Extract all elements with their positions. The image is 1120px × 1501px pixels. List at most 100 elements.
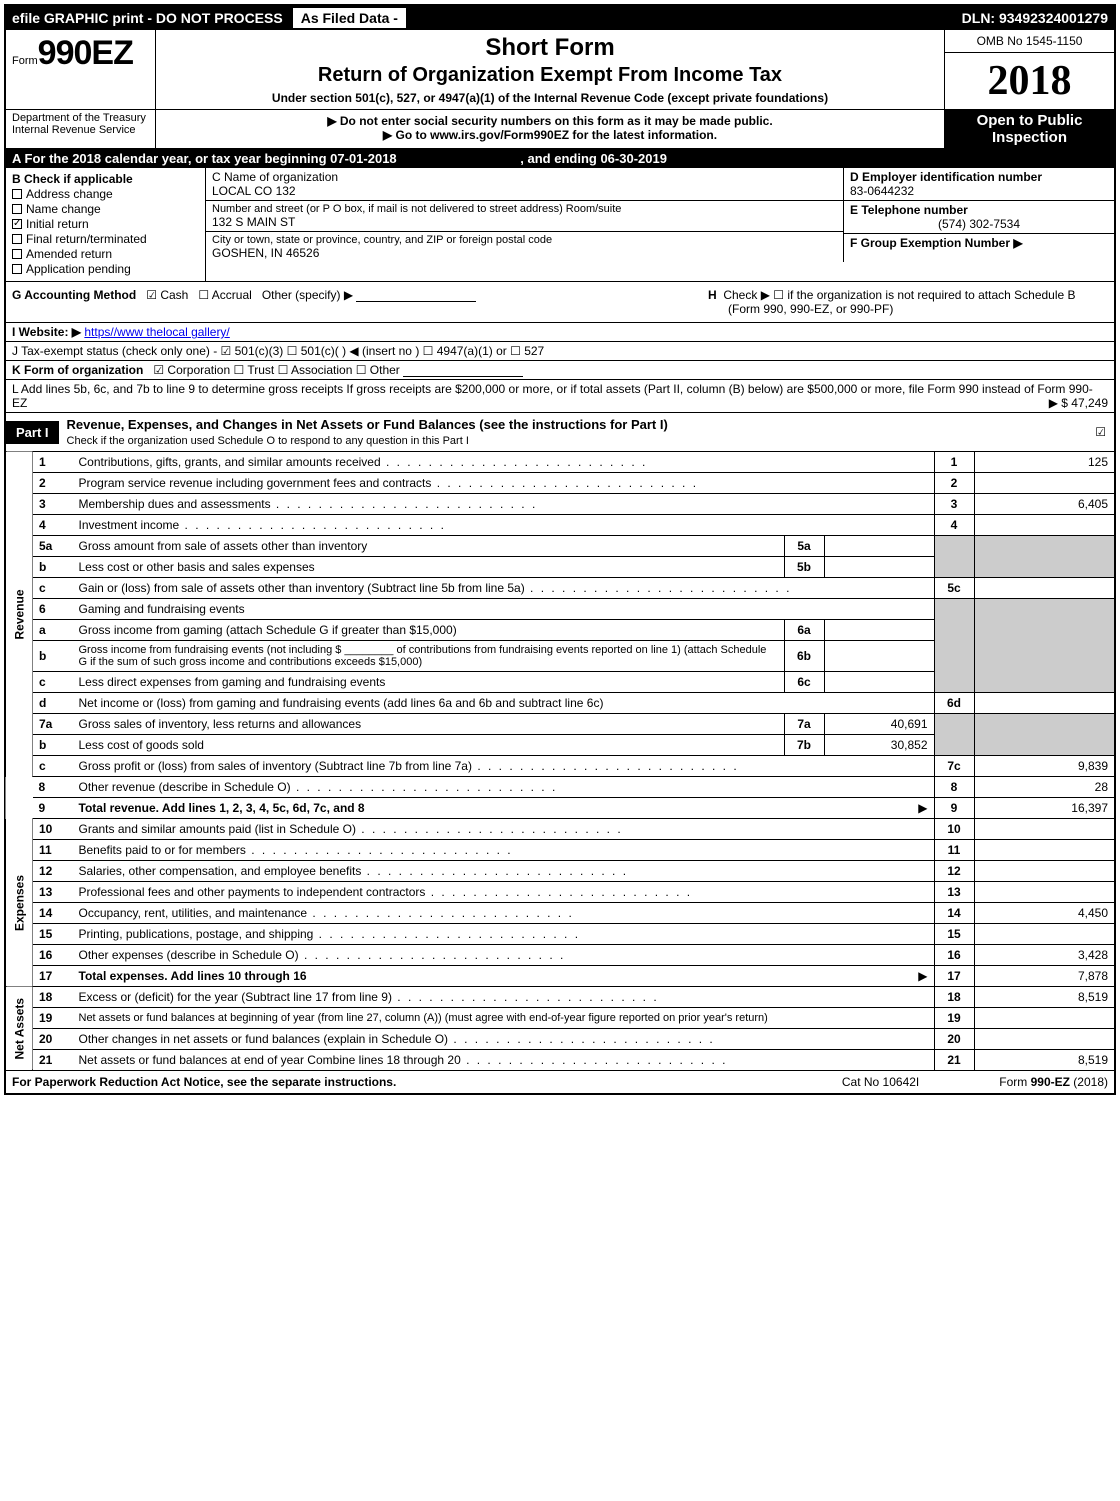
check-amended-return[interactable]: Amended return [12, 247, 199, 261]
address-cell: Number and street (or P O box, if mail i… [206, 201, 844, 232]
line-19: 19 Net assets or fund balances at beginn… [6, 1008, 1114, 1029]
g-accrual[interactable]: ☐ Accrual [198, 288, 251, 302]
line-9: 9 Total revenue. Add lines 1, 2, 3, 4, 5… [6, 798, 1114, 819]
section-e: E Telephone number (574) 302-7534 [844, 201, 1114, 234]
line-14: 14 Occupancy, rent, utilities, and maint… [6, 903, 1114, 924]
org-name: LOCAL CO 132 [212, 184, 837, 198]
g-other-input[interactable] [356, 290, 476, 302]
check-address-change[interactable]: Address change [12, 187, 199, 201]
line-16: 16 Other expenses (describe in Schedule … [6, 945, 1114, 966]
short-form-heading: Short Form [164, 34, 936, 62]
efile-label: efile GRAPHIC print - DO NOT PROCESS [6, 8, 289, 28]
k-other-input[interactable] [403, 365, 523, 377]
section-j: J Tax-exempt status (check only one) - ☑… [6, 342, 1114, 361]
check-name-change[interactable]: Name change [12, 202, 199, 216]
form-title: Return of Organization Exempt From Incom… [164, 64, 936, 87]
line-18: Net Assets 18 Excess or (deficit) for th… [6, 987, 1114, 1008]
checkbox-icon[interactable] [12, 249, 22, 259]
check-application-pending[interactable]: Application pending [12, 262, 199, 276]
line-6d: d Net income or (loss) from gaming and f… [6, 693, 1114, 714]
line-5a: 5a Gross amount from sale of assets othe… [6, 536, 1114, 557]
header-title-cell: Short Form Return of Organization Exempt… [156, 30, 944, 109]
g-cash[interactable]: ☑ Cash [146, 288, 188, 302]
header-row-1: Form990EZ Short Form Return of Organizat… [6, 30, 1114, 110]
form-prefix: Form [12, 55, 38, 67]
header-instructions: ▶ Do not enter social security numbers o… [156, 110, 944, 148]
grey-cell [974, 599, 1114, 693]
section-a-bar: A For the 2018 calendar year, or tax yea… [6, 149, 1114, 168]
omb-year-cell: OMB No 1545-1150 2018 [944, 30, 1114, 109]
line-7c: c Gross profit or (loss) from sales of i… [6, 756, 1114, 777]
section-h-text1: Check ▶ ☐ if the organization is not req… [723, 288, 1075, 302]
ein-value: 83-0644232 [850, 184, 914, 198]
efile-topbar: efile GRAPHIC print - DO NOT PROCESS As … [6, 6, 1114, 30]
line-3: 3 Membership dues and assessments 3 6,40… [6, 494, 1114, 515]
dept-line-2: Internal Revenue Service [12, 124, 149, 136]
website-link[interactable]: https//www thelocal gallery/ [84, 325, 229, 339]
section-l-text: L Add lines 5b, 6c, and 7b to line 9 to … [12, 382, 1093, 410]
section-g-label: G Accounting Method [12, 288, 136, 302]
form-990ez: efile GRAPHIC print - DO NOT PROCESS As … [4, 4, 1116, 1095]
grey-cell [934, 536, 974, 578]
line-2: 2 Program service revenue including gove… [6, 473, 1114, 494]
section-c: C Name of organization LOCAL CO 132 Numb… [206, 168, 844, 281]
omb-number: OMB No 1545-1150 [945, 30, 1114, 53]
line-1: Revenue 1 Contributions, gifts, grants, … [6, 452, 1114, 473]
section-d-label: D Employer identification number [850, 170, 1042, 184]
checkbox-icon[interactable] [12, 189, 22, 199]
line-21: 21 Net assets or fund balances at end of… [6, 1050, 1114, 1071]
checkbox-icon[interactable] [12, 234, 22, 244]
checkbox-icon[interactable] [12, 204, 22, 214]
check-final-return[interactable]: Final return/terminated [12, 232, 199, 246]
dept-line-1: Department of the Treasury [12, 112, 149, 124]
line-20: 20 Other changes in net assets or fund b… [6, 1029, 1114, 1050]
part-i-table: Revenue 1 Contributions, gifts, grants, … [6, 452, 1114, 1070]
section-h: H Check ▶ ☐ if the organization is not r… [708, 288, 1108, 316]
tax-year: 2018 [945, 53, 1114, 109]
section-k-label: K Form of organization [12, 363, 143, 377]
section-i: I Website: ▶ https//www thelocal gallery… [6, 323, 1114, 342]
spacer [6, 798, 33, 819]
g-other[interactable]: Other (specify) ▶ [262, 288, 353, 302]
sections-d-e-f: D Employer identification number 83-0644… [844, 168, 1114, 281]
line-5c: c Gain or (loss) from sale of assets oth… [6, 578, 1114, 599]
page-footer: For Paperwork Reduction Act Notice, see … [6, 1070, 1114, 1093]
section-b-title: B Check if applicable [12, 172, 199, 186]
grey-cell [934, 599, 974, 693]
section-a-label: A [12, 151, 21, 166]
check-initial-return[interactable]: Initial return [12, 217, 199, 231]
form-subtitle: Under section 501(c), 527, or 4947(a)(1)… [164, 91, 936, 105]
part-i-title: Revenue, Expenses, and Changes in Net As… [59, 413, 1088, 451]
section-l: L Add lines 5b, 6c, and 7b to line 9 to … [6, 380, 1114, 413]
section-i-label: I Website: ▶ [12, 325, 81, 339]
grey-cell [974, 536, 1114, 578]
checkbox-checked-icon[interactable] [12, 219, 22, 229]
part-i-subtitle: Check if the organization used Schedule … [67, 435, 469, 447]
section-l-amount: ▶ $ 47,249 [1049, 396, 1108, 410]
grey-cell [934, 714, 974, 756]
section-f-label: F Group Exemption Number ▶ [850, 236, 1023, 250]
department-cell: Department of the Treasury Internal Reve… [6, 110, 156, 148]
section-k-options: ☑ Corporation ☐ Trust ☐ Association ☐ Ot… [153, 363, 399, 377]
goto-link[interactable]: ▶ Go to www.irs.gov/Form990EZ for the la… [160, 128, 940, 142]
address-label: Number and street (or P O box, if mail i… [212, 203, 837, 215]
section-f: F Group Exemption Number ▶ [844, 234, 1114, 252]
form-number-cell: Form990EZ [6, 30, 156, 109]
open-to-public: Open to Public Inspection [944, 110, 1114, 148]
header-row-2: Department of the Treasury Internal Reve… [6, 110, 1114, 149]
revenue-side-label: Revenue [6, 452, 33, 777]
as-filed-tag: As Filed Data - [293, 8, 406, 28]
address-value: 132 S MAIN ST [212, 215, 837, 229]
line-7a: 7a Gross sales of inventory, less return… [6, 714, 1114, 735]
section-a-text: For the 2018 calendar year, or tax year … [25, 151, 397, 166]
line-4: 4 Investment income 4 [6, 515, 1114, 536]
section-d: D Employer identification number 83-0644… [844, 168, 1114, 201]
dln-number: DLN: 93492324001279 [956, 8, 1114, 28]
sections-g-h: G Accounting Method ☑ Cash ☐ Accrual Oth… [6, 282, 1114, 323]
city-label: City or town, state or province, country… [212, 234, 837, 246]
section-e-label: E Telephone number [850, 203, 968, 217]
phone-value: (574) 302-7534 [850, 217, 1108, 231]
checkbox-icon[interactable] [12, 264, 22, 274]
part-i-schedule-o-check[interactable]: ☑ [1087, 421, 1114, 443]
ssn-warning: ▶ Do not enter social security numbers o… [160, 114, 940, 128]
